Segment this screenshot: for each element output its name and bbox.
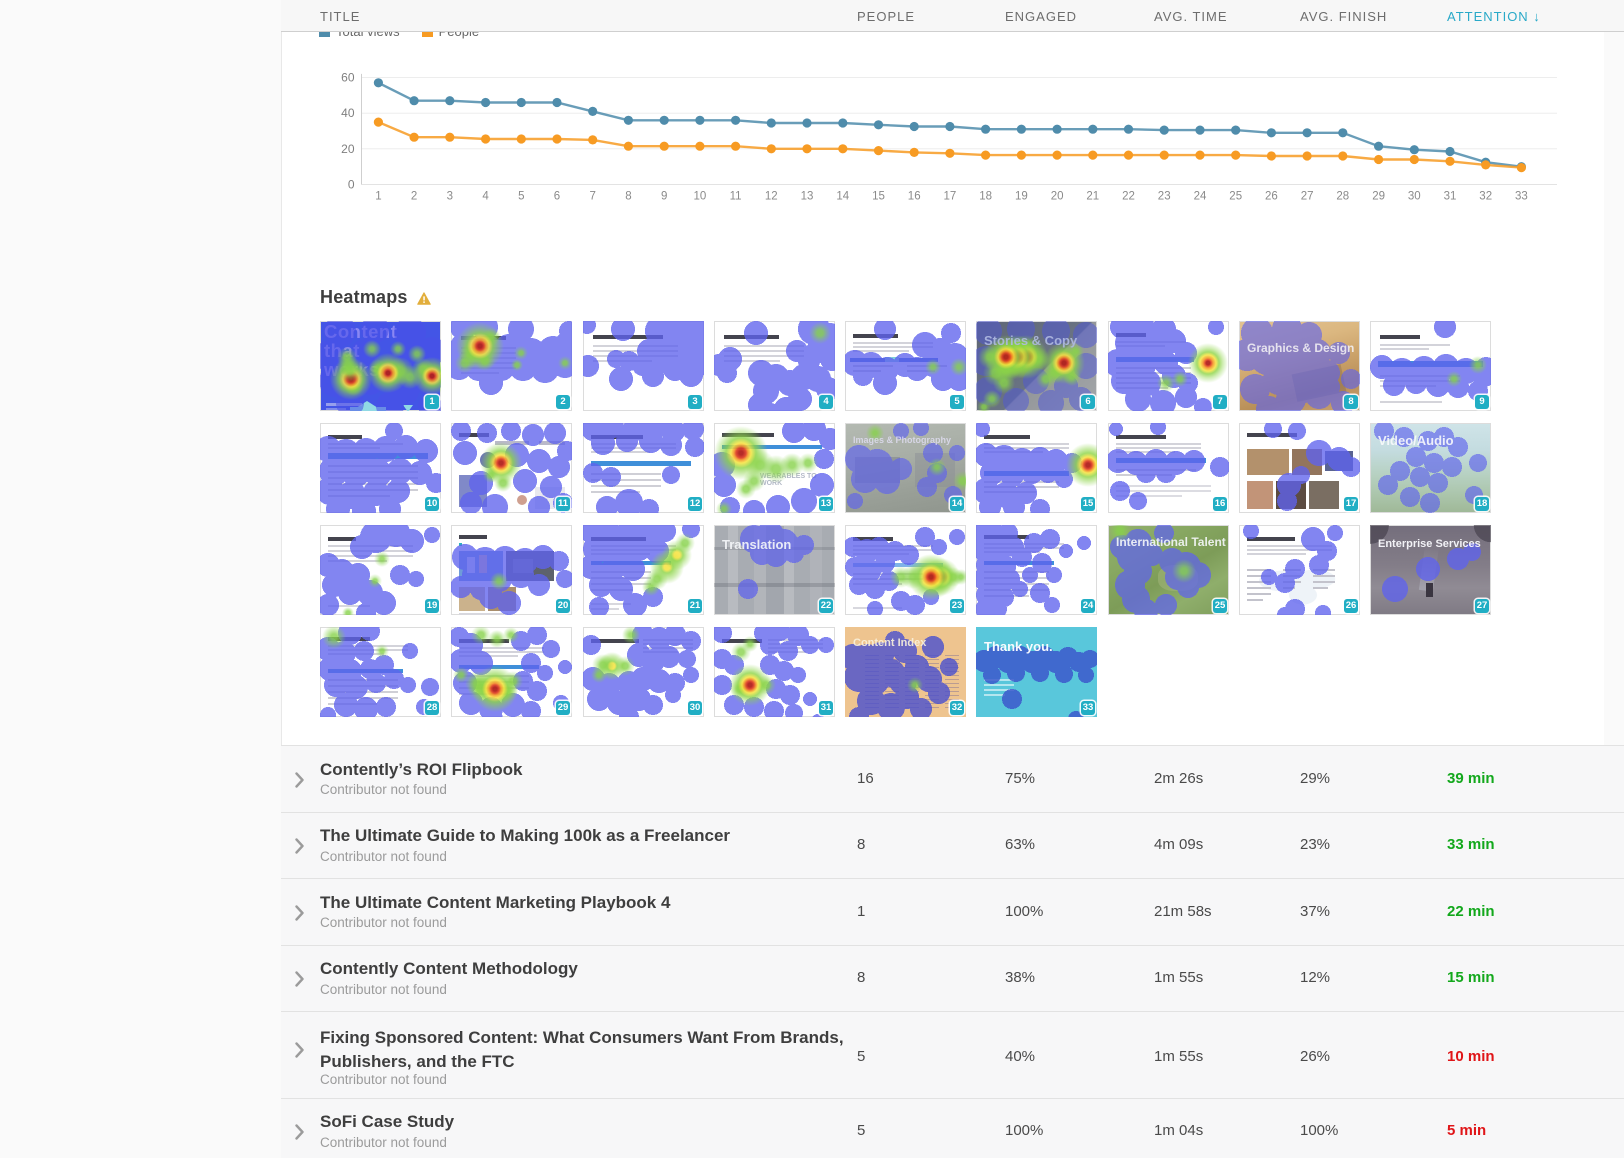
svg-text:31: 31 — [1444, 191, 1457, 203]
svg-text:24: 24 — [1194, 191, 1207, 203]
svg-text:21: 21 — [1086, 191, 1099, 203]
svg-text:26: 26 — [1265, 191, 1278, 203]
svg-text:10: 10 — [694, 191, 707, 203]
svg-text:4: 4 — [482, 191, 489, 203]
svg-text:27: 27 — [1301, 191, 1314, 203]
svg-text:20: 20 — [1051, 191, 1064, 203]
svg-text:20: 20 — [341, 142, 355, 156]
svg-text:7: 7 — [589, 191, 595, 203]
svg-text:16: 16 — [908, 191, 921, 203]
svg-text:15: 15 — [872, 191, 885, 203]
svg-text:28: 28 — [1336, 191, 1349, 203]
svg-text:17: 17 — [944, 191, 957, 203]
svg-text:60: 60 — [341, 71, 355, 85]
svg-text:32: 32 — [1479, 191, 1492, 203]
svg-text:22: 22 — [1122, 191, 1135, 203]
svg-text:19: 19 — [1015, 191, 1028, 203]
svg-text:12: 12 — [765, 191, 778, 203]
svg-text:0: 0 — [348, 178, 355, 192]
svg-text:14: 14 — [836, 191, 849, 203]
svg-text:13: 13 — [801, 191, 814, 203]
svg-text:11: 11 — [730, 191, 742, 203]
svg-text:6: 6 — [554, 191, 560, 203]
svg-text:33: 33 — [1515, 191, 1528, 203]
svg-text:25: 25 — [1229, 191, 1242, 203]
svg-text:2: 2 — [411, 191, 417, 203]
svg-text:18: 18 — [979, 191, 992, 203]
svg-text:29: 29 — [1372, 191, 1385, 203]
svg-text:40: 40 — [341, 106, 355, 120]
svg-text:5: 5 — [518, 191, 524, 203]
svg-text:30: 30 — [1408, 191, 1421, 203]
svg-text:9: 9 — [661, 191, 667, 203]
svg-text:8: 8 — [625, 191, 631, 203]
svg-text:23: 23 — [1158, 191, 1171, 203]
svg-text:1: 1 — [375, 191, 381, 203]
svg-text:3: 3 — [447, 191, 453, 203]
